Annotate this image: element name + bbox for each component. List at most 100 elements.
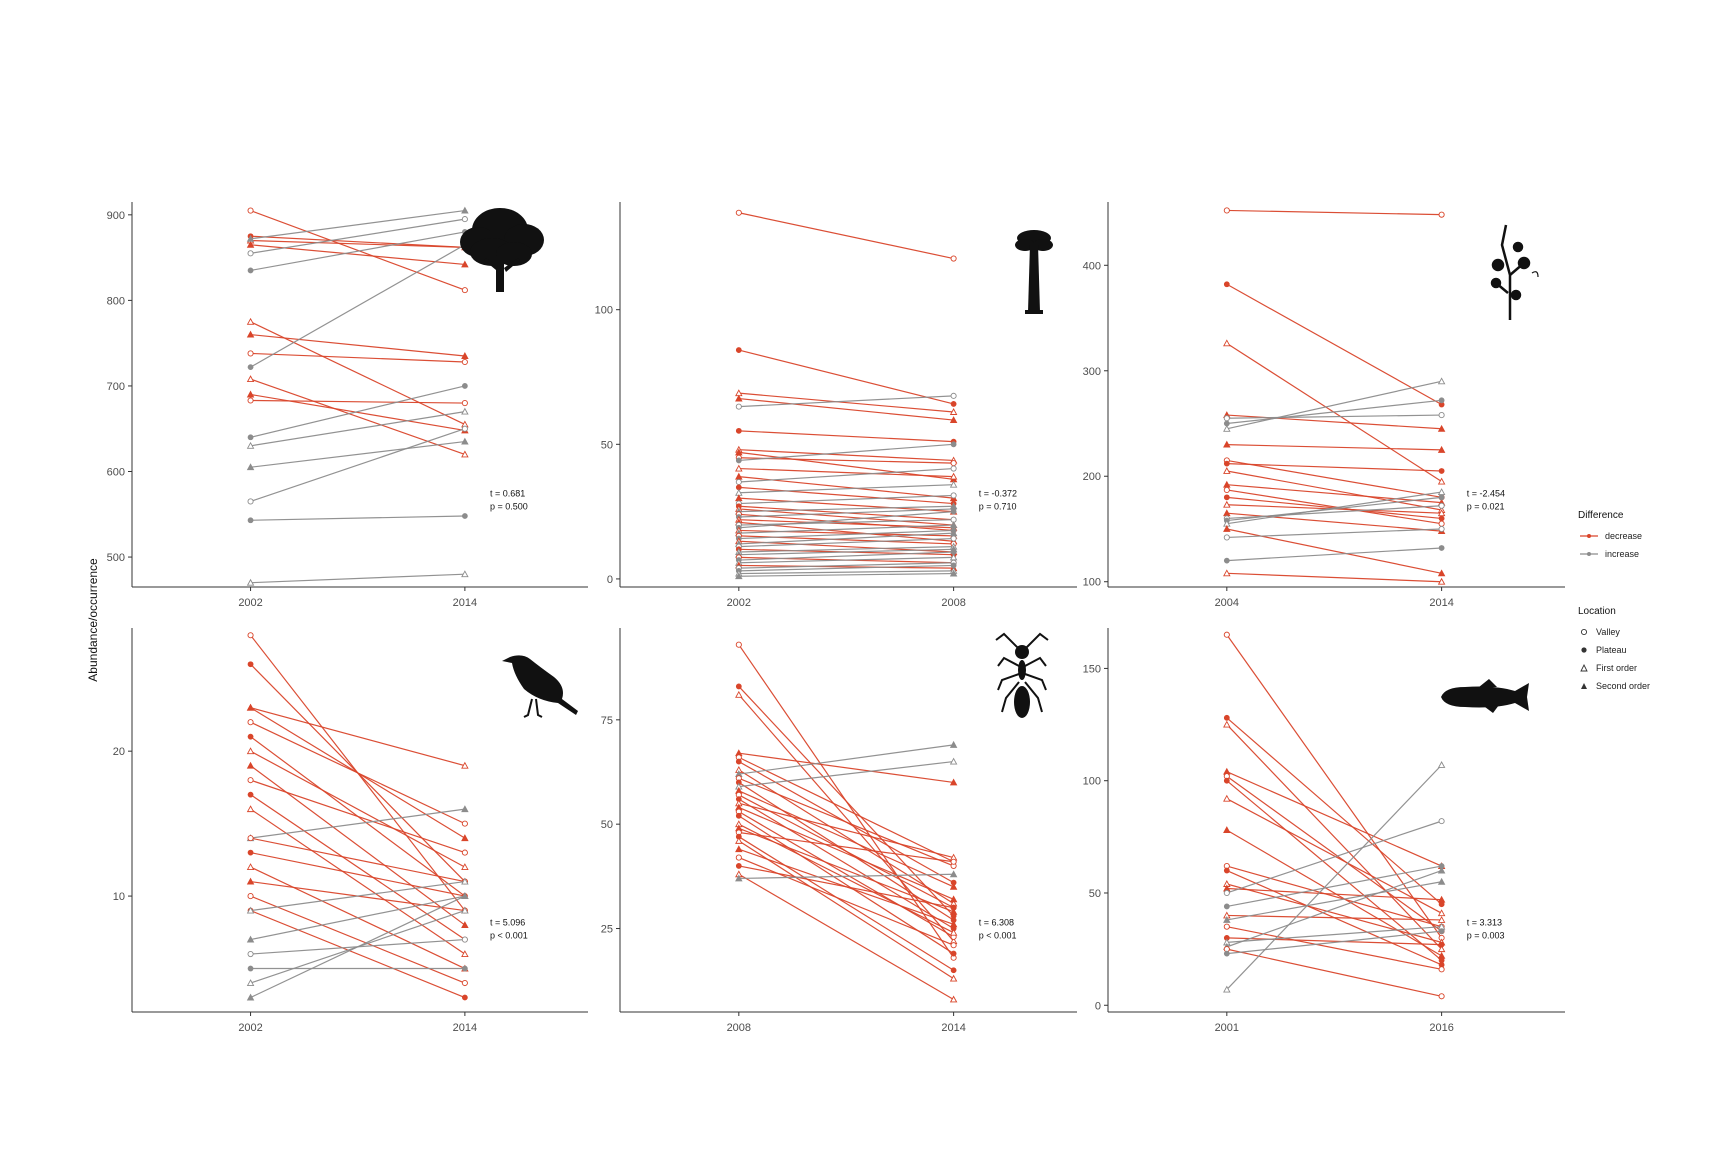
data-point: [246, 375, 255, 383]
x-tick-label: 2008: [941, 597, 965, 609]
legend-second-order-symbol: [1581, 683, 1587, 689]
series-line: [1226, 881, 1442, 921]
series-line: [1226, 869, 1442, 948]
series-line: [1226, 914, 1442, 921]
series-line: [1226, 547, 1442, 562]
data-point: [247, 791, 254, 798]
series-line: [738, 494, 954, 505]
data-point: [461, 849, 468, 856]
y-tick-label: 500: [107, 552, 125, 564]
series-line: [1226, 771, 1442, 867]
data-point: [735, 394, 743, 402]
y-tick-label: 200: [1083, 471, 1101, 483]
series-line: [1226, 496, 1442, 522]
series-line: [1226, 634, 1443, 939]
series-line: [1226, 470, 1442, 511]
data-point: [949, 907, 958, 915]
series-line: [738, 505, 954, 513]
data-point: [461, 352, 469, 359]
data-point: [1223, 424, 1231, 432]
data-point: [950, 535, 957, 542]
data-point: [461, 820, 468, 827]
data-point: [1438, 494, 1445, 501]
data-point: [247, 777, 254, 784]
data-point: [1438, 468, 1445, 474]
data-point: [1437, 577, 1446, 585]
data-point: [1223, 794, 1231, 802]
series-line: [738, 873, 954, 1000]
series-line: [250, 209, 465, 240]
data-point: [1223, 903, 1230, 910]
series-line: [738, 811, 954, 938]
series-line: [738, 865, 954, 909]
data-point: [949, 416, 958, 424]
x-tick-label: 2014: [941, 1022, 965, 1034]
series-line: [1226, 459, 1442, 498]
data-point: [1223, 826, 1231, 834]
data-point: [1223, 631, 1230, 638]
series-line: [738, 443, 954, 462]
data-point: [735, 641, 742, 648]
series-line: [1226, 572, 1442, 583]
data-point: [247, 849, 254, 856]
series-line: [738, 564, 954, 569]
data-point: [949, 974, 958, 982]
stat-annotation: p = 0.021: [1467, 502, 1505, 512]
data-point: [1437, 945, 1446, 953]
data-point: [950, 401, 957, 407]
data-point: [246, 761, 255, 769]
data-point: [246, 441, 255, 449]
data-point: [1437, 951, 1446, 959]
legend-increase-key-point: [1587, 552, 1591, 556]
series-line: [1226, 764, 1443, 990]
panel-palm: 0 50 100 2002 2008 t = -0.372 p = 0.710: [595, 202, 1077, 609]
series-line: [738, 769, 954, 904]
series-line: [738, 397, 954, 421]
data-point: [1437, 895, 1446, 903]
data-point: [735, 427, 742, 434]
data-point: [1438, 525, 1445, 533]
data-point: [1223, 534, 1230, 541]
series-line: [738, 798, 954, 930]
data-point: [461, 936, 468, 943]
series-line: [250, 794, 466, 941]
data-point: [1223, 867, 1230, 874]
series-line: [738, 486, 954, 505]
series-line: [738, 430, 954, 443]
series-line: [1226, 462, 1442, 472]
data-point: [950, 492, 957, 499]
data-point: [1437, 377, 1446, 385]
data-point: [461, 892, 469, 900]
data-point: [247, 498, 254, 505]
data-point: [246, 703, 255, 711]
data-point: [1437, 569, 1446, 577]
tree-silhouette-icon: [460, 208, 544, 292]
data-point: [1437, 915, 1446, 923]
legend-first-order-symbol: [1580, 663, 1588, 672]
data-point: [1438, 397, 1445, 404]
series-line: [738, 551, 954, 561]
data-point: [461, 570, 469, 578]
series-line: [250, 750, 466, 868]
series-line: [250, 411, 465, 447]
series-line: [738, 836, 954, 971]
series-line: [1226, 283, 1442, 406]
data-point: [950, 392, 957, 399]
data-point: [461, 979, 468, 987]
series-line: [250, 837, 465, 883]
data-point: [461, 425, 468, 432]
series-line: [250, 440, 465, 468]
data-point: [1223, 923, 1230, 930]
data-point: [950, 460, 957, 467]
x-tick-label: 2014: [453, 597, 477, 609]
series-line: [250, 428, 466, 503]
data-point: [950, 465, 957, 472]
data-point: [949, 408, 958, 415]
data-point: [461, 921, 469, 929]
series-line: [738, 395, 954, 408]
data-point: [735, 209, 742, 216]
data-point: [246, 240, 255, 248]
stat-annotation: t = 6.308: [979, 918, 1014, 928]
legend-difference-title: Difference: [1578, 510, 1624, 521]
